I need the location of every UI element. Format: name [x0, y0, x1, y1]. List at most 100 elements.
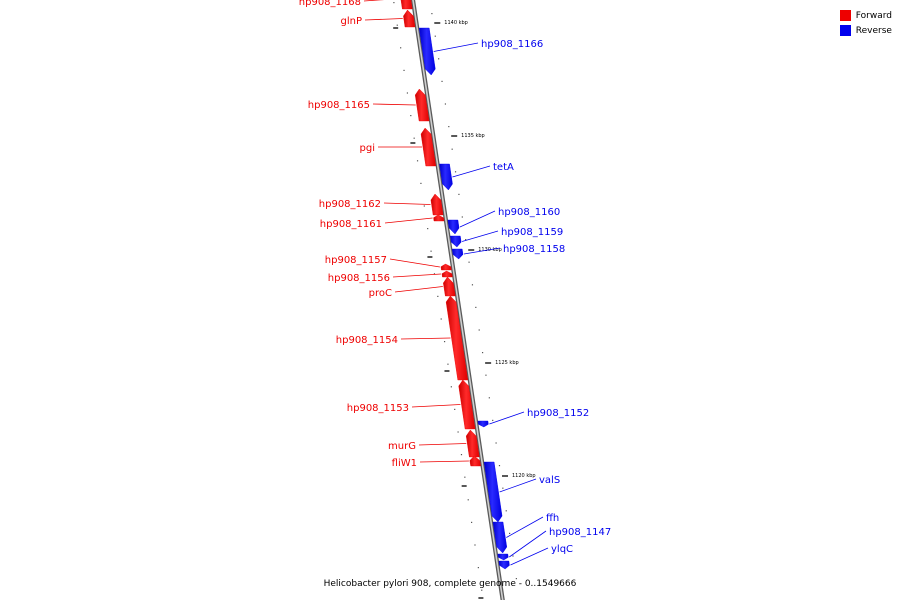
minor-tick-dot	[430, 250, 432, 252]
minor-tick-dot	[438, 58, 440, 60]
gene-label-tetA[interactable]: tetA	[493, 162, 514, 173]
gene-label-hp908_1153[interactable]: hp908_1153	[347, 403, 409, 414]
minor-tick-dot	[460, 454, 463, 456]
gene-arrow-hp908_1159[interactable]	[450, 235, 462, 248]
gene-label-hp908_1160[interactable]: hp908_1160	[498, 207, 560, 218]
legend-forward-label: Forward	[855, 10, 892, 21]
minor-tick-dot	[498, 465, 501, 467]
minor-tick-dot	[448, 126, 450, 128]
minor-tick-dot	[454, 171, 457, 173]
minor-tick-dot	[468, 261, 470, 263]
gene-arrow-hp908_1147[interactable]	[497, 553, 509, 561]
gene-arrow-hp908_1156[interactable]	[441, 270, 453, 278]
gene-label-ylqC[interactable]: ylqC	[551, 544, 573, 555]
minor-tick-dot	[492, 419, 494, 421]
gene-arrow-hp908_1165[interactable]	[414, 88, 430, 122]
gene-label-hp908_1158[interactable]: hp908_1158	[503, 244, 565, 255]
gene-label-hp908_1166[interactable]: hp908_1166	[481, 39, 543, 50]
leader-line-tetA	[452, 165, 491, 178]
minor-tick-dot	[475, 306, 477, 308]
gene-label-hp908_1161[interactable]: hp908_1161	[320, 219, 382, 230]
leader-line-hp908_1147	[509, 530, 547, 558]
minor-tick-dot	[443, 341, 446, 343]
gene-label-proC[interactable]: proC	[369, 288, 392, 299]
gene-label-hp908_1156[interactable]: hp908_1156	[328, 273, 390, 284]
leader-line-murG	[418, 443, 467, 446]
minor-tick-dot	[423, 205, 425, 207]
gene-label-murG[interactable]: murG	[388, 441, 416, 452]
gene-arrow-hp908_1153[interactable]	[458, 379, 476, 430]
leader-line-proC	[394, 286, 443, 293]
minor-tick-dot	[458, 193, 460, 195]
gene-arrow-tetA[interactable]	[439, 163, 453, 191]
gene-label-hp908_1168[interactable]: hp908_1168	[299, 0, 361, 8]
gene-label-glnP[interactable]: glnP	[341, 16, 363, 27]
minor-tick-dot	[485, 374, 487, 376]
minor-tick-dot	[406, 92, 409, 94]
minor-tick-dot	[481, 589, 483, 591]
reverse-swatch	[839, 25, 851, 36]
gene-label-hp908_1157[interactable]: hp908_1157	[325, 255, 387, 266]
gene-label-ffh[interactable]: ffh	[546, 513, 559, 524]
minor-tick-dot	[454, 408, 456, 410]
genome-caption: Helicobacter pylori 908, complete genome…	[323, 579, 577, 589]
minor-tick-dot	[481, 352, 484, 354]
minor-tick-dot	[512, 555, 514, 557]
minor-tick-dot	[464, 476, 466, 478]
gene-label-valS[interactable]: valS	[539, 475, 560, 486]
gene-label-hp908_1154[interactable]: hp908_1154	[336, 335, 398, 346]
gene-arrow-hp908_1157[interactable]	[440, 263, 452, 271]
minor-tick-dot	[427, 228, 429, 230]
gene-arrow-ffh[interactable]	[492, 521, 508, 554]
gene-arrow-ylqC[interactable]	[498, 560, 510, 570]
kbp-tick-label: 1120 kbp	[512, 473, 536, 479]
minor-tick-dot	[467, 499, 469, 501]
gene-label-hp908_1159[interactable]: hp908_1159	[501, 227, 563, 238]
gene-arrow-hp908_1158[interactable]	[451, 248, 464, 260]
minor-tick-dot	[461, 216, 463, 218]
gene-arrow-hp908_1161[interactable]	[433, 214, 445, 222]
kbp-tick-label: 1135 kbp	[461, 133, 485, 139]
gene-label-hp908_1165[interactable]: hp908_1165	[308, 100, 370, 111]
gene-arrow-hp908_1152[interactable]	[477, 420, 489, 428]
legend-reverse-label: Reverse	[855, 25, 892, 36]
leader-line-hp908_1162	[383, 202, 431, 205]
gene-label-hp908_1162[interactable]: hp908_1162	[319, 199, 381, 210]
gene-arrow-hp908_1166[interactable]	[418, 27, 436, 76]
leader-line-ffh	[506, 516, 544, 538]
minor-tick-dot	[502, 487, 504, 489]
gene-arrow-valS[interactable]	[483, 461, 503, 523]
leader-line-fliW1	[419, 460, 469, 463]
legend-forward: Forward	[839, 8, 892, 23]
gene-label-pgi[interactable]: pgi	[360, 143, 375, 154]
leader-line-ylqC	[510, 547, 549, 566]
leader-line-hp908_1166	[433, 42, 479, 52]
minor-tick-dot	[447, 363, 449, 365]
gene-arrow-fliW1[interactable]	[469, 455, 481, 467]
minor-tick-dot	[403, 69, 405, 71]
gene-arrow-hp908_1168[interactable]	[400, 0, 413, 10]
minor-tick-dot	[488, 397, 490, 399]
leader-line-hp908_1154	[400, 337, 451, 340]
gene-arrow-pgi[interactable]	[420, 127, 437, 167]
gene-arrow-glnP[interactable]	[403, 9, 416, 28]
minor-tick-dot	[457, 431, 459, 433]
minor-tick-dot	[437, 295, 439, 297]
leader-line-hp908_1165	[372, 103, 416, 106]
leader-line-hp908_1152	[489, 411, 525, 425]
minor-tick-dot	[465, 239, 467, 241]
leader-line-hp908_1168	[363, 0, 385, 2]
minor-tick-dot	[396, 24, 398, 26]
leader-line-hp908_1156	[392, 273, 441, 278]
gene-label-hp908_1152[interactable]: hp908_1152	[527, 408, 589, 419]
minor-tick-dot	[474, 544, 476, 546]
minor-tick-dot	[471, 521, 473, 523]
gene-label-fliW1[interactable]: fliW1	[392, 458, 417, 469]
minor-tick-dot	[420, 182, 422, 184]
gene-arrow-hp908_1160[interactable]	[447, 219, 460, 235]
minor-tick-dot	[410, 115, 412, 117]
gene-label-hp908_1147[interactable]: hp908_1147	[549, 527, 611, 538]
leader-line-hp908_1160	[459, 210, 496, 228]
